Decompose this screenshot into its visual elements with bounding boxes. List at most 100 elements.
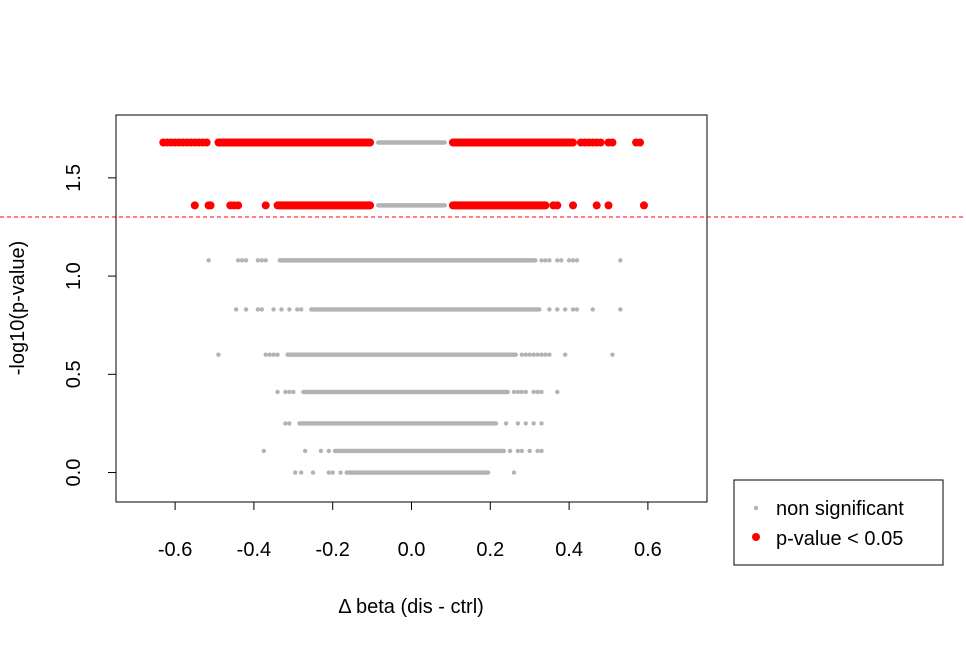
nonsignificant-point-4-0	[216, 352, 221, 357]
nonsignificant-point-3-12	[570, 307, 576, 312]
significant-point-1-10	[592, 201, 601, 210]
significant-point-band-1-0	[273, 201, 375, 210]
nonsignificant-point-3-0	[233, 307, 239, 312]
nonsignificant-point-5-11	[555, 389, 560, 395]
nonsignificant-point-band-6-0	[297, 421, 499, 426]
nonsignificant-point-4-4	[275, 352, 280, 357]
nonsignificant-point-4-8	[531, 352, 536, 357]
legend-marker-non-significant	[753, 505, 759, 511]
nonsignificant-point-8-2	[310, 470, 316, 475]
significant-point-1-5	[234, 201, 243, 210]
nonsignificant-point-2-9	[547, 258, 552, 263]
nonsignificant-point-7-2	[318, 448, 324, 454]
nonsignificant-point-band-3-0	[309, 307, 542, 312]
nonsignificant-point-2-13	[570, 258, 576, 263]
nonsignificant-point-band-5-0	[301, 389, 510, 395]
y-tick-label-2: 1.0	[63, 262, 85, 290]
nonsignificant-point-4-2	[267, 352, 272, 357]
significant-point-1-8	[553, 201, 562, 210]
nonsignificant-point-2-0	[206, 258, 211, 263]
legend: non significant p-value < 0.05	[733, 479, 944, 566]
nonsignificant-point-4-11	[543, 352, 548, 357]
nonsignificant-point-4-9	[535, 352, 540, 357]
nonsignificant-point-2-7	[539, 258, 544, 263]
nonsignificant-point-7-8	[535, 448, 540, 454]
nonsignificant-point-7-6	[519, 448, 525, 454]
significant-point-band-0-1	[448, 138, 577, 147]
nonsignificant-point-7-4	[507, 448, 513, 454]
nonsignificant-point-3-7	[295, 307, 300, 312]
nonsignificant-point-5-8	[531, 389, 536, 395]
nonsignificant-point-5-3	[291, 389, 296, 395]
legend-label-significant: p-value < 0.05	[776, 528, 903, 550]
nonsignificant-point-4-14	[610, 352, 615, 357]
nonsignificant-point-2-14	[574, 258, 580, 263]
nonsignificant-point-3-11	[562, 307, 568, 312]
nonsignificant-point-3-3	[259, 307, 264, 312]
nonsignificant-point-5-5	[515, 389, 521, 395]
x-tick-label-3: 0.0	[398, 539, 426, 561]
points-layer	[159, 138, 648, 475]
nonsignificant-point-7-5	[515, 448, 521, 454]
nonsignificant-point-band-0-0	[376, 140, 447, 145]
nonsignificant-point-6-1	[287, 421, 292, 426]
nonsignificant-point-4-13	[562, 352, 568, 357]
nonsignificant-point-7-3	[326, 448, 331, 454]
nonsignificant-point-4-6	[523, 352, 528, 357]
nonsignificant-point-2-10	[555, 258, 560, 263]
nonsignificant-point-3-2	[255, 307, 261, 312]
nonsignificant-point-2-6	[263, 258, 268, 263]
legend-label-non-significant: non significant	[776, 498, 904, 520]
significant-point-0-21	[636, 138, 645, 147]
nonsignificant-point-2-12	[566, 258, 572, 263]
nonsignificant-point-2-5	[259, 258, 264, 263]
nonsignificant-point-band-8-0	[344, 470, 491, 475]
nonsignificant-point-2-11	[559, 258, 564, 263]
nonsignificant-point-4-7	[527, 352, 532, 357]
significant-point-0-19	[608, 138, 617, 147]
x-tick-label-6: 0.6	[634, 539, 662, 561]
nonsignificant-point-3-4	[271, 307, 276, 312]
significant-point-1-12	[639, 201, 648, 210]
nonsignificant-point-2-2	[239, 258, 245, 263]
x-tick-label-5: 0.4	[555, 539, 583, 561]
x-axis-label: Δ beta (dis - ctrl)	[338, 596, 484, 618]
nonsignificant-point-8-4	[330, 470, 335, 475]
nonsignificant-point-band-4-0	[285, 352, 518, 357]
legend-box	[733, 479, 944, 566]
nonsignificant-point-3-6	[287, 307, 292, 312]
significant-point-1-6	[261, 201, 270, 210]
nonsignificant-point-4-5	[519, 352, 525, 357]
nonsignificant-point-4-10	[539, 352, 544, 357]
nonsignificant-point-7-7	[527, 448, 532, 454]
nonsignificant-point-8-1	[298, 470, 304, 475]
nonsignificant-point-3-8	[298, 307, 304, 312]
nonsignificant-point-4-12	[547, 352, 552, 357]
nonsignificant-point-8-0	[293, 470, 298, 475]
nonsignificant-point-2-8	[543, 258, 548, 263]
significant-point-1-11	[604, 201, 613, 210]
nonsignificant-point-5-10	[539, 389, 544, 395]
nonsignificant-point-3-15	[618, 307, 623, 312]
x-tick-label-4: 0.2	[476, 539, 504, 561]
nonsignificant-point-6-0	[283, 421, 288, 426]
nonsignificant-point-6-4	[523, 421, 528, 426]
significant-point-1-2	[206, 201, 215, 210]
x-tick-label-0: -0.6	[158, 539, 192, 561]
nonsignificant-point-8-3	[326, 470, 331, 475]
nonsignificant-point-4-1	[263, 352, 268, 357]
legend-marker-significant	[752, 533, 760, 541]
significant-point-1-9	[569, 201, 578, 210]
nonsignificant-point-2-3	[243, 258, 249, 263]
nonsignificant-point-3-1	[243, 307, 249, 312]
nonsignificant-point-7-9	[539, 448, 544, 454]
x-tick-label-2: -0.2	[315, 539, 349, 561]
nonsignificant-point-5-0	[275, 389, 280, 395]
nonsignificant-point-8-6	[511, 470, 517, 475]
nonsignificant-point-5-9	[535, 389, 540, 395]
nonsignificant-point-8-5	[338, 470, 343, 475]
nonsignificant-point-3-9	[547, 307, 552, 312]
nonsignificant-point-band-2-0	[277, 258, 538, 263]
nonsignificant-point-5-2	[287, 389, 292, 395]
